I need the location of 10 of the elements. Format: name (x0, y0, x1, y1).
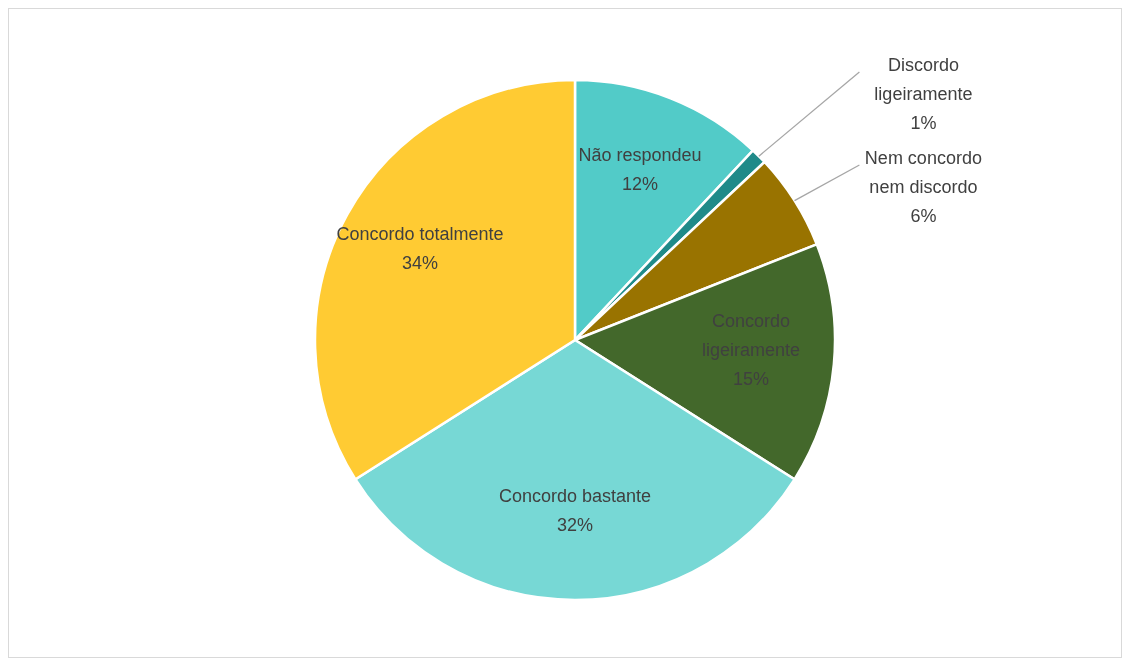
data-label: 1% (910, 113, 937, 134)
slice-label: Concordo bastante (498, 485, 652, 506)
data-label: 6% (910, 206, 937, 227)
slice-label: Nem concordo nem discordo (864, 148, 982, 198)
data-label: 12% (622, 173, 659, 194)
slice-label: Concordo totalmente (336, 223, 504, 244)
data-label: 34% (402, 252, 439, 273)
data-label: 32% (556, 514, 594, 535)
slice-label: Discordo ligeiramente (874, 55, 973, 105)
slice-label: Não respondeu (578, 144, 702, 165)
